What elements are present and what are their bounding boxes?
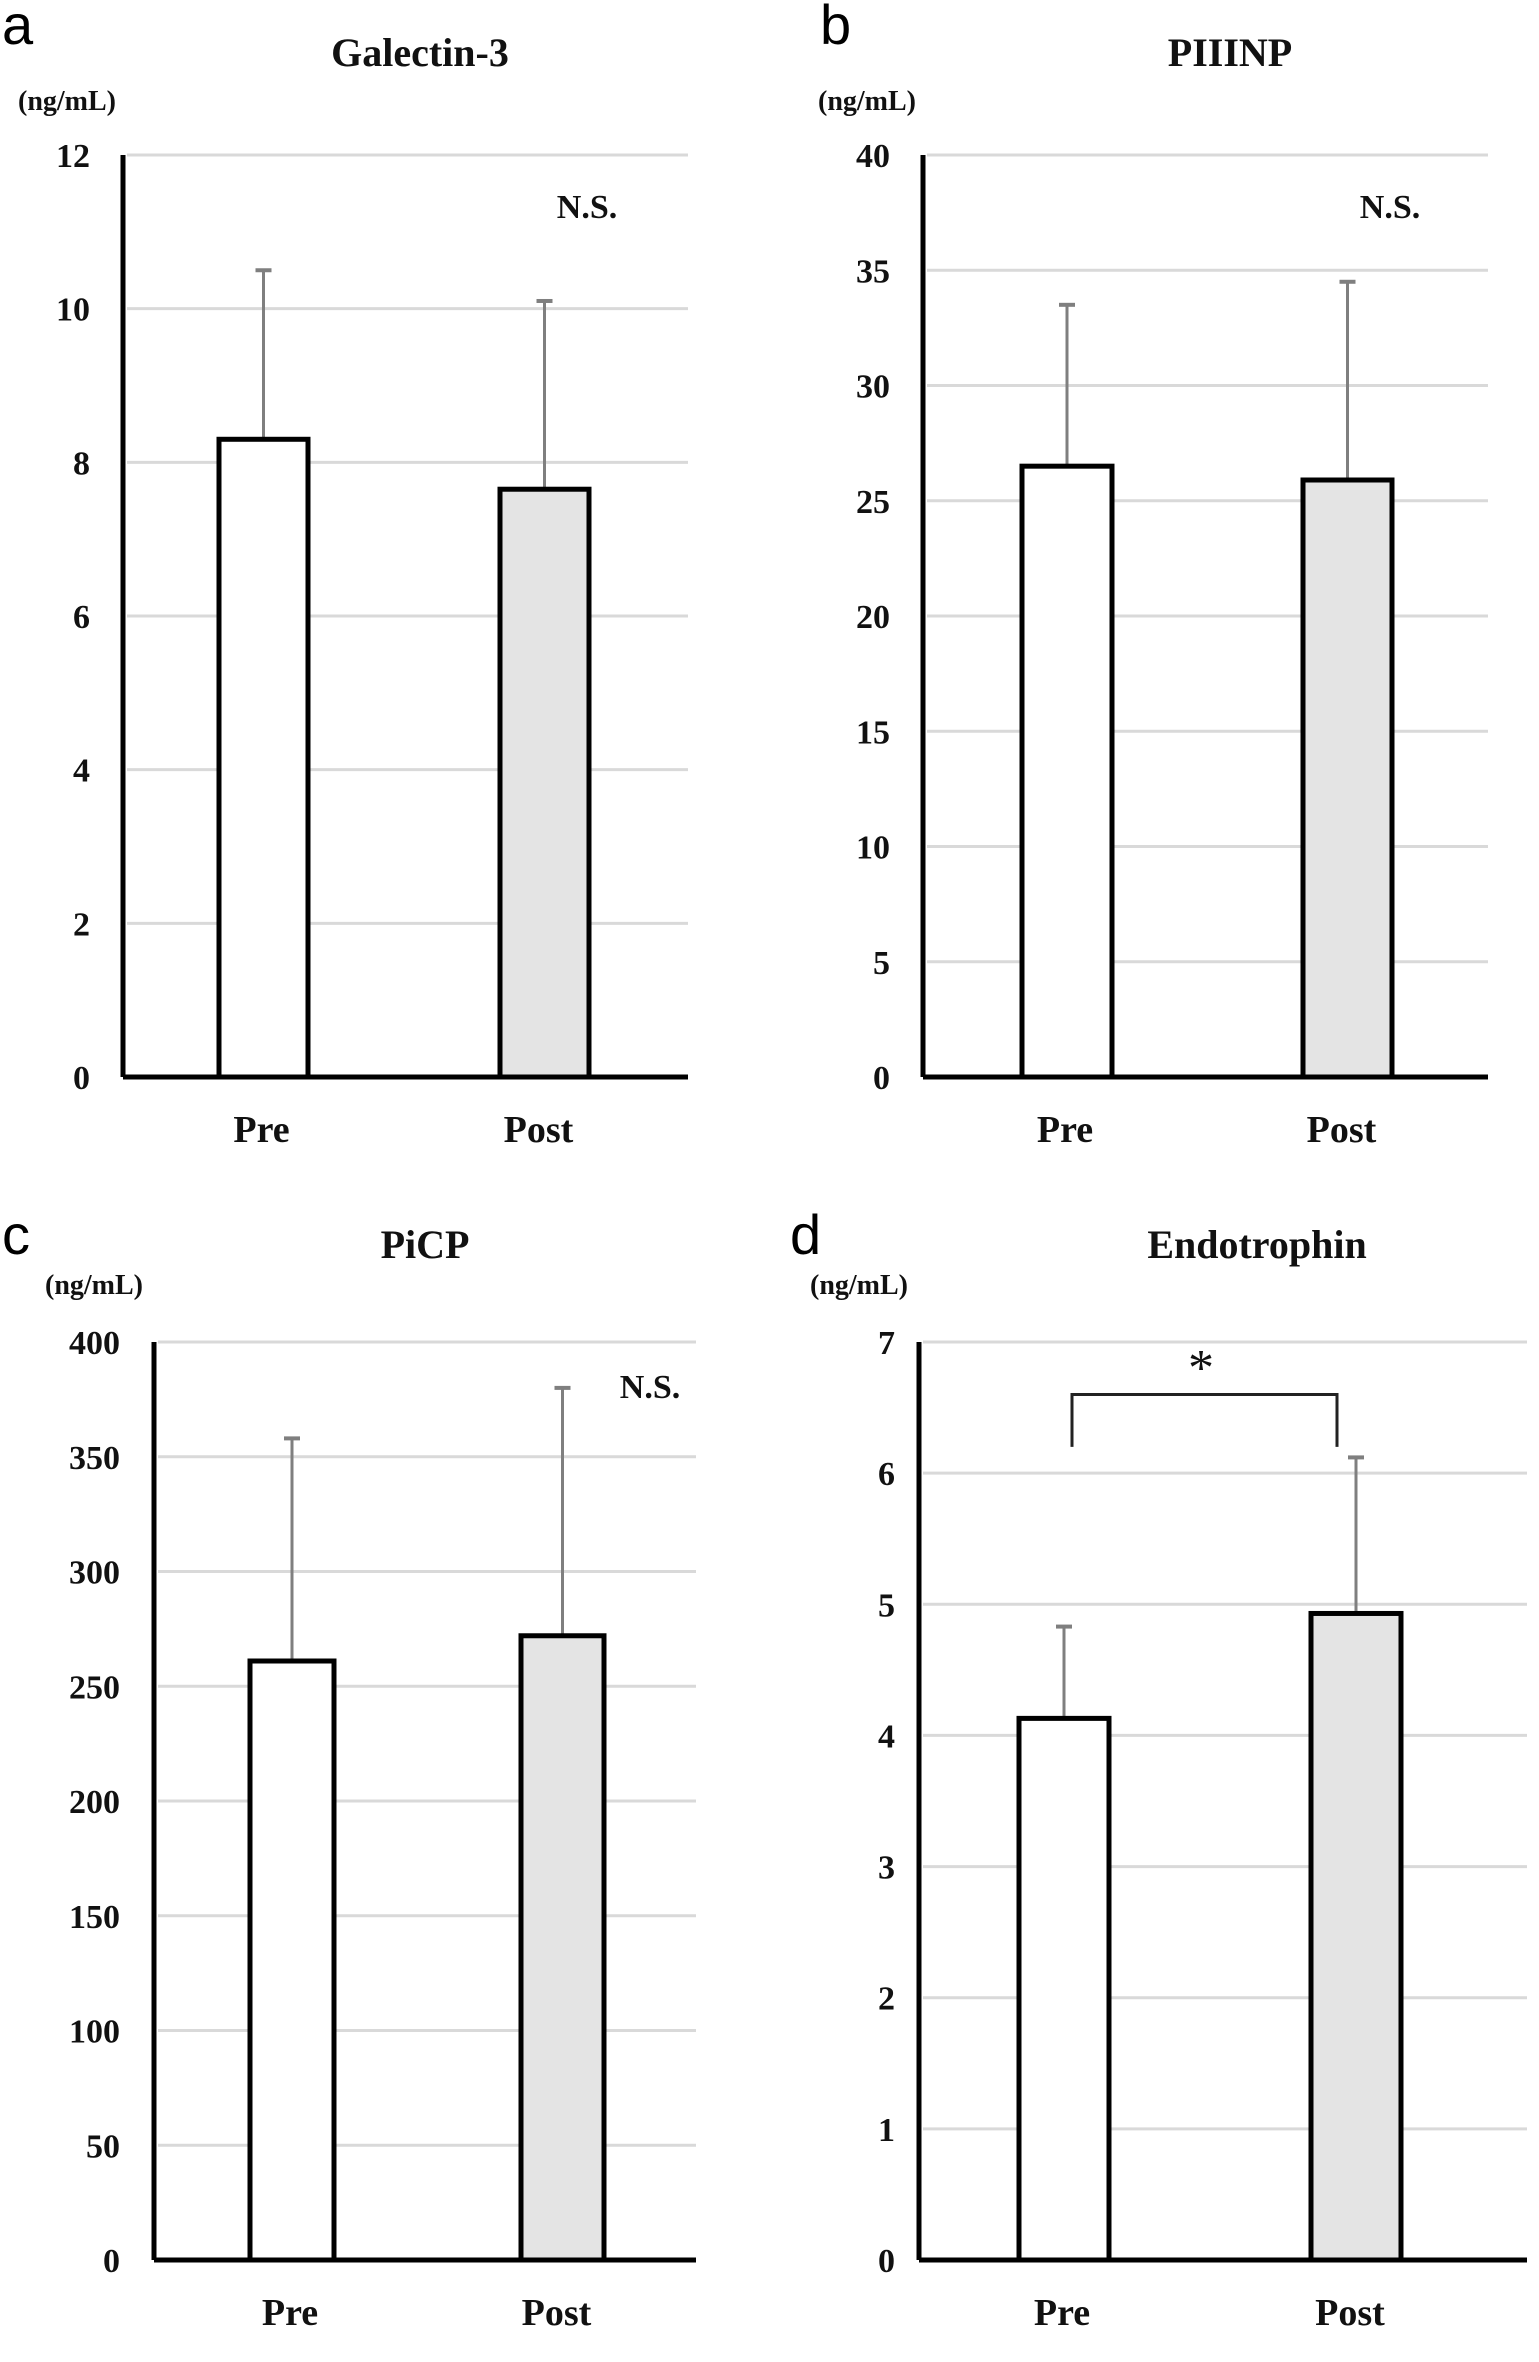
panel-d-y-tick-label: 3 (878, 1850, 895, 1887)
panel-d-y-tick-label: 4 (878, 1718, 895, 1755)
panel-b-y-tick-label: 35 (856, 253, 890, 290)
panel-a-y-tick-label: 6 (73, 599, 90, 636)
panel-c-y-tick-label: 250 (69, 1669, 120, 1706)
panel-c-bar-post (518, 1633, 607, 2263)
panel-c-y-tick-label: 200 (69, 1784, 120, 1821)
panel-b-y-unit-label: (ng/mL) (818, 86, 916, 117)
panel-b-letter: b (820, 0, 851, 56)
panel-a-y-tick-label: 0 (73, 1060, 90, 1097)
panel-d-y-tick-label: 5 (878, 1587, 895, 1624)
panel-a-significance-label: N.S. (557, 189, 617, 226)
panel-d-y-tick-label: 2 (878, 1981, 895, 2018)
panel-b-y-tick-label: 40 (856, 138, 890, 175)
panel-b-title: PIIINP (1168, 30, 1292, 75)
panel-c-y-unit-label: (ng/mL) (45, 1270, 143, 1301)
panel-c-y-tick-label: 100 (69, 2014, 120, 2051)
panel-d-significance-bracket (1070, 1392, 1339, 1447)
panel-b-y-tick-label: 10 (856, 830, 890, 867)
panel-a-x-label-post: Post (504, 1109, 574, 1151)
panel-c-y-tick-label: 300 (69, 1555, 120, 1592)
panel-c-bar-pre (247, 1658, 337, 2263)
panel-b-y-tick-label: 20 (856, 599, 890, 636)
panel-a-title: Galectin-3 (331, 30, 509, 75)
panel-a-x-label-pre: Pre (233, 1109, 289, 1151)
panel-d-x-label-pre: Pre (1034, 2292, 1090, 2334)
panel-b-y-tick-label: 25 (856, 484, 890, 521)
panel-c-significance-label: N.S. (620, 1369, 680, 1406)
panel-a-y-tick-label: 8 (73, 445, 90, 482)
panel-c-y-tick-label: 50 (86, 2128, 120, 2165)
panel-c-y-tick-label: 150 (69, 1899, 120, 1936)
panel-b-y-tick-label: 0 (873, 1060, 890, 1097)
panel-a-bar-pre (216, 436, 311, 1080)
panel-c-y-tick-label: 350 (69, 1440, 120, 1477)
panel-c-y-tick-label: 400 (69, 1325, 120, 1362)
panel-d-letter: d (790, 1203, 821, 1266)
panel-d-x-label-post: Post (1315, 2292, 1385, 2334)
panel-a-y-tick-label: 12 (56, 138, 90, 175)
panel-a-bar-post (497, 486, 592, 1080)
panel-d-significance-label: * (1188, 1340, 1214, 1397)
panel-b-y-tick-label: 5 (873, 945, 890, 982)
panel-c-x-label-post: Post (522, 2292, 592, 2334)
panel-d-title: Endotrophin (1147, 1222, 1366, 1267)
panel-a-y-tick-label: 2 (73, 906, 90, 943)
panel-b-bar-post (1300, 477, 1395, 1080)
panel-d-y-tick-label: 0 (878, 2243, 895, 2280)
panel-b-significance-label: N.S. (1360, 189, 1420, 226)
panel-b-y-tick-label: 30 (856, 369, 890, 406)
panel-d-y-tick-label: 6 (878, 1456, 895, 1493)
panel-c-letter: c (2, 1203, 30, 1266)
panel-c-title: PiCP (381, 1222, 470, 1267)
panel-b-x-label-post: Post (1307, 1109, 1377, 1151)
panel-c-y-tick-label: 0 (103, 2243, 120, 2280)
panel-b-x-label-pre: Pre (1037, 1109, 1093, 1151)
panel-a-y-tick-label: 4 (73, 753, 90, 790)
panel-d-y-unit-label: (ng/mL) (810, 1270, 908, 1301)
panel-a-y-tick-label: 10 (56, 292, 90, 329)
panel-a-letter: a (2, 0, 34, 56)
panel-d-bar-post (1308, 1610, 1404, 2263)
panel-d-y-tick-label: 1 (878, 2112, 895, 2149)
panel-b-y-tick-label: 15 (856, 714, 890, 751)
panel-d-bar-pre (1016, 1715, 1112, 2263)
panel-a-y-unit-label: (ng/mL) (18, 86, 116, 117)
panel-d-y-tick-label: 7 (878, 1325, 895, 1362)
panel-c-x-label-pre: Pre (262, 2292, 318, 2334)
panel-b-bar-pre (1019, 463, 1115, 1080)
